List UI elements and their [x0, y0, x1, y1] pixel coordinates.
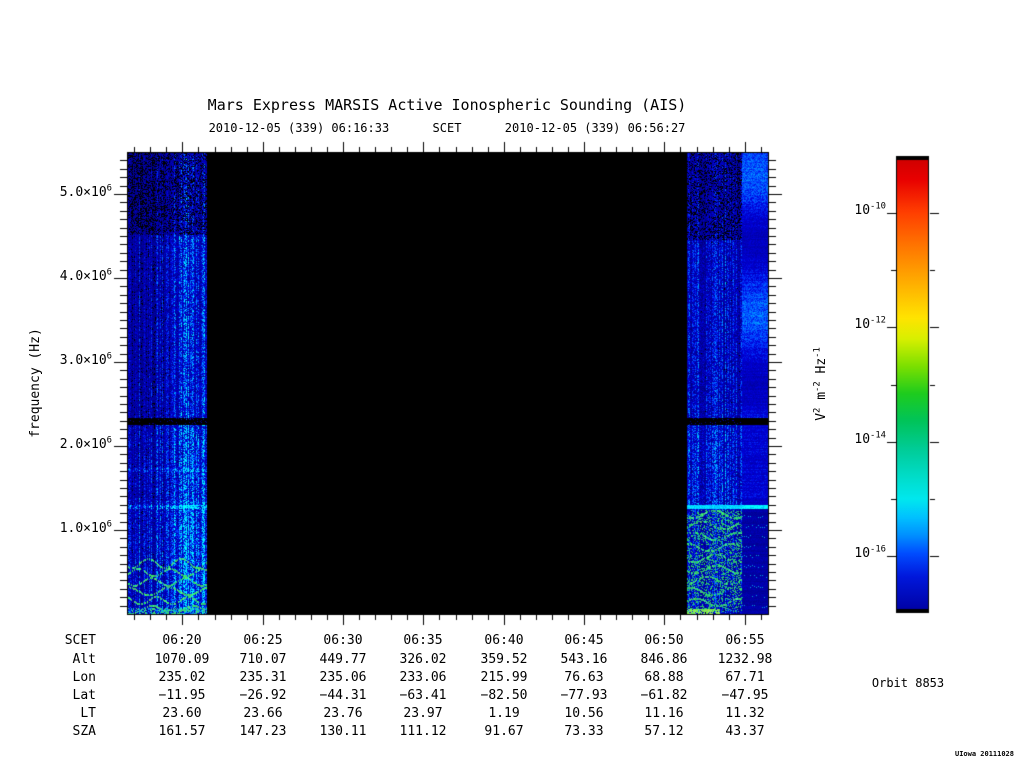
ephemeris-cell: 1070.09	[154, 652, 210, 667]
scet-range-label: 2010-12-05 (339) 06:16:33 SCET 2010-12-0…	[208, 121, 686, 135]
ephemeris-cell: 10.56	[564, 706, 604, 721]
ephemeris-cell: −82.50	[480, 688, 528, 703]
ephemeris-cell: −26.92	[239, 688, 287, 703]
ephemeris-row-label: Lon	[72, 670, 96, 685]
ephemeris-cell: 161.57	[158, 724, 206, 739]
credit-label: UIowa 20111028	[954, 750, 1014, 758]
ephemeris-cell: −47.95	[721, 688, 769, 703]
frequency-tick-label: 4.0×106	[59, 267, 112, 284]
ephemeris-cell: 68.88	[644, 670, 684, 685]
ephemeris-cell: 233.06	[399, 670, 447, 685]
ephemeris-cell: 11.16	[644, 706, 684, 721]
ephemeris-cell: 147.23	[239, 724, 287, 739]
ephemeris-cell: 710.07	[239, 652, 287, 667]
ephemeris-cell: 1.19	[488, 706, 520, 721]
ephemeris-cell: −77.93	[560, 688, 608, 703]
ephemeris-cell: −44.31	[319, 688, 367, 703]
time-tick-label: 06:50	[644, 633, 684, 648]
ephemeris-cell: 91.67	[484, 724, 524, 739]
colorbar-tick-label: 10-12	[854, 315, 886, 332]
time-tick-label: 06:30	[323, 633, 363, 648]
frequency-axis-label: frequency (Hz)	[27, 328, 43, 438]
ephemeris-cell: −63.41	[399, 688, 447, 703]
ephemeris-cell: 543.16	[560, 652, 608, 667]
colorbar-tick-label: 10-16	[854, 544, 886, 561]
ephemeris-row-label: Lat	[72, 688, 96, 703]
colorbar-tick-label: 10-14	[854, 430, 886, 447]
colorbar-unit-label: V2 m-2 Hz-1	[812, 347, 829, 421]
time-tick-label: 06:35	[403, 633, 443, 648]
ephemeris-cell: 326.02	[399, 652, 447, 667]
ephemeris-cell: 449.77	[319, 652, 367, 667]
ephemeris-row-label: Alt	[72, 652, 96, 667]
time-tick-label: 06:45	[564, 633, 604, 648]
ephemeris-row-label: SZA	[72, 724, 96, 739]
ephemeris-cell: 359.52	[480, 652, 528, 667]
ephemeris-cell: 846.86	[640, 652, 688, 667]
ephemeris-cell: 235.02	[158, 670, 206, 685]
ephemeris-cell: −61.82	[640, 688, 688, 703]
ephemeris-cell: 43.37	[725, 724, 765, 739]
time-tick-label: 06:40	[484, 633, 524, 648]
time-tick-label: 06:25	[243, 633, 283, 648]
ephemeris-cell: 1232.98	[717, 652, 773, 667]
frequency-tick-label: 3.0×106	[59, 351, 112, 368]
ephemeris-cell: 11.32	[725, 706, 765, 721]
plot-title: Mars Express MARSIS Active Ionospheric S…	[207, 96, 687, 114]
frequency-tick-label: 5.0×106	[59, 183, 112, 200]
ephemeris-cell: 23.60	[162, 706, 202, 721]
ephemeris-cell: 57.12	[644, 724, 684, 739]
ephemeris-cell: 235.31	[239, 670, 287, 685]
frequency-tick-label: 2.0×106	[59, 435, 112, 452]
ephemeris-cell: 215.99	[480, 670, 528, 685]
ephemeris-cell: 23.66	[243, 706, 283, 721]
ephemeris-cell: 23.76	[323, 706, 363, 721]
time-tick-label: 06:20	[162, 633, 202, 648]
ephemeris-cell: 73.33	[564, 724, 604, 739]
time-tick-label: 06:55	[725, 633, 765, 648]
ephemeris-cell: 111.12	[399, 724, 447, 739]
ephemeris-cell: −11.95	[158, 688, 206, 703]
frequency-tick-label: 1.0×106	[59, 519, 112, 536]
ephemeris-cell: 67.71	[725, 670, 765, 685]
ephemeris-cell: 76.63	[564, 670, 604, 685]
ephemeris-cell: 23.97	[403, 706, 443, 721]
ephemeris-row-label: SCET	[64, 633, 96, 648]
orbit-label: Orbit 8853	[871, 676, 945, 690]
ephemeris-cell: 235.06	[319, 670, 367, 685]
ephemeris-cell: 130.11	[319, 724, 367, 739]
colorbar-tick-label: 10-10	[854, 201, 886, 218]
ephemeris-row-label: LT	[80, 706, 96, 721]
